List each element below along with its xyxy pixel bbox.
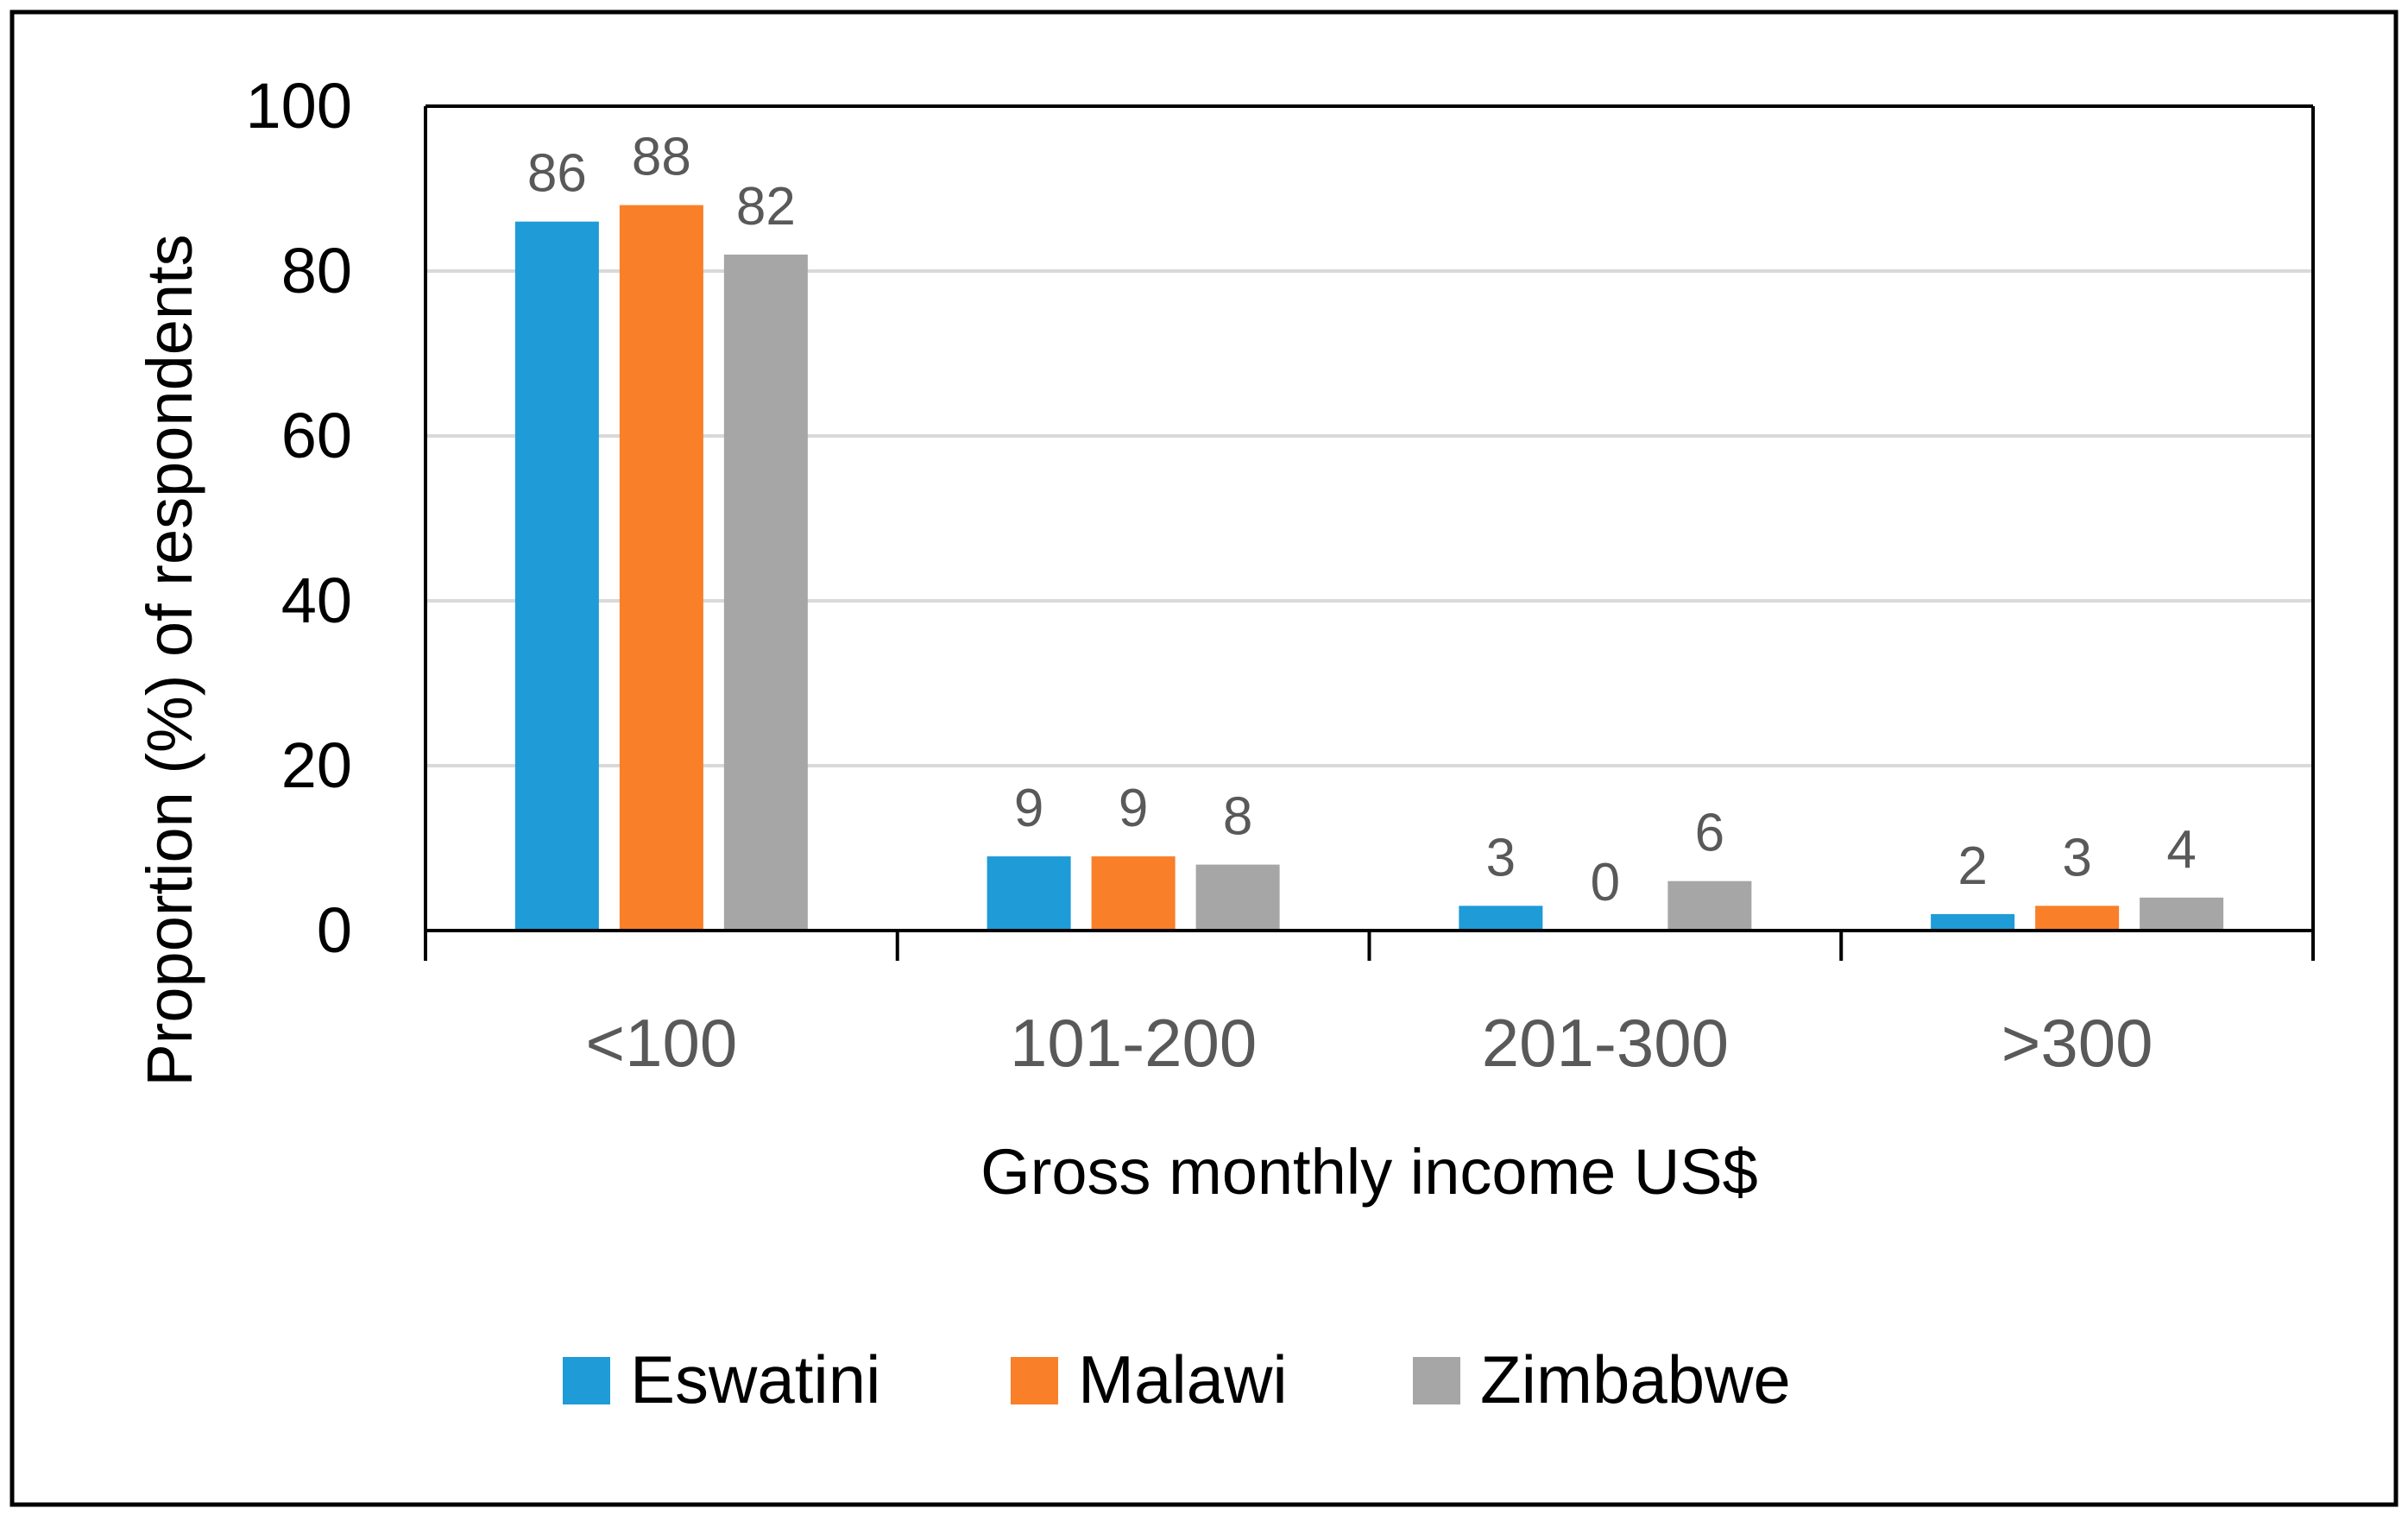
- legend: Eswatini Malawi Zimbabwe: [563, 1341, 1791, 1417]
- chart-border: [9, 9, 2399, 1507]
- data-label-eswatini-201-300: 3: [1486, 828, 1516, 887]
- y-tick-label-20: 20: [281, 729, 352, 801]
- y-tick-label-80: 80: [281, 235, 352, 306]
- bars: [514, 205, 2224, 931]
- x-tick-label-300: >300: [2001, 1005, 2153, 1081]
- legend-label-zimbabwe: Zimbabwe: [1480, 1341, 1791, 1417]
- data-label-malawi-201-300: 0: [1591, 853, 1620, 912]
- bar-eswatini-201-300: [1459, 906, 1543, 931]
- bar-eswatini-100: [514, 221, 599, 931]
- legend-swatch-malawi: [1011, 1357, 1058, 1404]
- legend-label-malawi: Malawi: [1078, 1341, 1288, 1417]
- bar-malawi-100: [619, 205, 703, 931]
- bar-eswatini-300: [1931, 913, 2015, 931]
- y-tick-label-60: 60: [281, 400, 352, 471]
- x-axis-title: Gross monthly income US$: [980, 1136, 1758, 1208]
- data-labels: 86 88 82 9 9 8 3 0 6 2 3 4: [527, 128, 2197, 912]
- bar-zimbabwe-100: [723, 254, 808, 931]
- data-label-malawi-300: 3: [2062, 828, 2091, 887]
- bar-zimbabwe-101-200: [1195, 864, 1280, 931]
- x-tick-label-100: <100: [586, 1005, 738, 1081]
- bar-eswatini-101-200: [987, 856, 1071, 931]
- bar-zimbabwe-201-300: [1667, 880, 1752, 931]
- y-axis-title: Proportion (%) of respondents: [134, 234, 205, 1086]
- data-label-zimbabwe-100: 82: [736, 177, 796, 237]
- y-tick-label-0: 0: [317, 894, 352, 966]
- legend-swatch-zimbabwe: [1413, 1357, 1460, 1404]
- bar-malawi-101-200: [1091, 856, 1176, 931]
- data-label-eswatini-300: 2: [1957, 836, 1987, 896]
- y-tick-label-100: 100: [246, 70, 352, 142]
- data-label-eswatini-100: 86: [527, 144, 587, 204]
- data-label-zimbabwe-201-300: 6: [1695, 804, 1724, 863]
- x-tick-label-101-200: 101-200: [1010, 1005, 1257, 1081]
- legend-label-eswatini: Eswatini: [630, 1341, 880, 1417]
- data-label-zimbabwe-300: 4: [2166, 820, 2196, 880]
- data-label-eswatini-101-200: 9: [1014, 779, 1043, 838]
- data-label-malawi-100: 88: [632, 128, 691, 187]
- data-label-zimbabwe-101-200: 8: [1223, 787, 1252, 847]
- legend-swatch-eswatini: [563, 1357, 610, 1404]
- data-label-malawi-101-200: 9: [1119, 779, 1148, 838]
- bar-malawi-300: [2035, 906, 2120, 931]
- x-tick-label-201-300: 201-300: [1482, 1005, 1729, 1081]
- bar-zimbabwe-300: [2140, 897, 2224, 931]
- y-tick-label-40: 40: [281, 565, 352, 636]
